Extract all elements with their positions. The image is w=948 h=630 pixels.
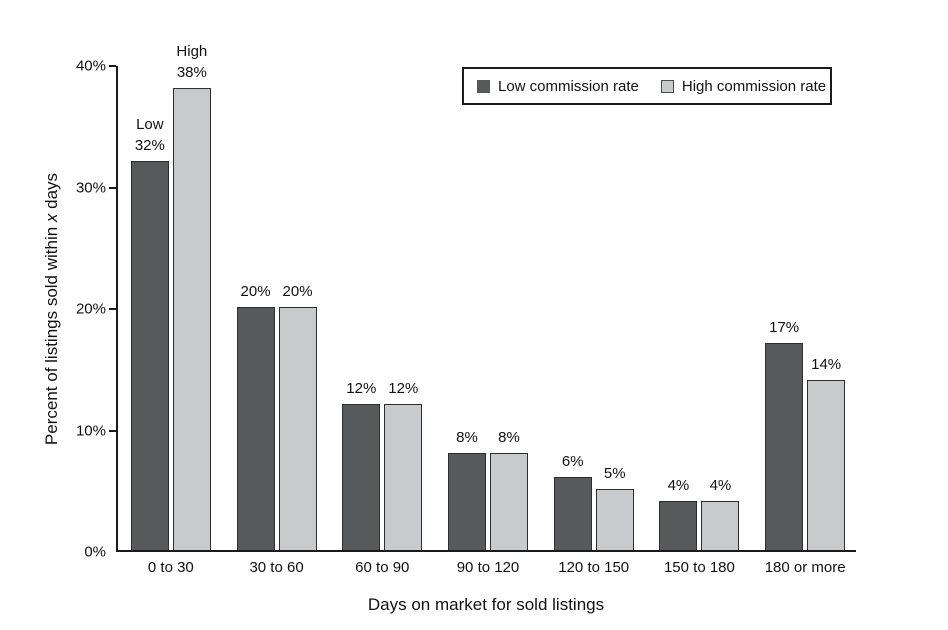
bar-value-line: 38% (176, 64, 207, 81)
legend-item-low: Low commission rate (477, 78, 639, 95)
y-tick-mark-20 (109, 308, 116, 310)
bar-value-label-low-120-to-150: 6% (562, 451, 584, 472)
y-tick-label-20: 20% (75, 300, 106, 318)
plot-area: 0% 10% 20% 30% 40% Low 32% High 38% 0 to 30 20% 20%… (76, 43, 856, 576)
x-axis-title: Days on market for sold listings (367, 595, 605, 614)
bar-value-line: 12% (388, 380, 419, 397)
bar-value-line: 4% (667, 477, 690, 494)
bar-value-line: 20% (240, 283, 271, 300)
y-tick-mark-30 (109, 186, 116, 189)
bar-value-line: 12% (346, 380, 377, 397)
bar-value-line: 8% (456, 429, 478, 446)
legend-label-low: Low commission rate (498, 77, 639, 95)
legend-item-high: High commission rate (660, 77, 827, 95)
bar-high-180-or-more (807, 380, 846, 550)
bar-high-90-to-120 (490, 453, 528, 550)
x-tick-label-150-to-180: 150 to 180 (663, 559, 735, 576)
x-tick-label-30-to-60: 30 to 60 (249, 559, 304, 576)
legend-label-high: High commission rate (681, 77, 827, 95)
bar-value-label-low-60-to-90: 12% (346, 378, 376, 399)
bar-value-line: 20% (282, 283, 313, 300)
bar-value-label-high-90-to-120: 8% (498, 427, 520, 448)
bar-value-label-low-30-to-60: 20% (241, 281, 271, 302)
y-axis-title-italic-x: x (42, 213, 61, 223)
bar-low-150-to-180 (659, 501, 698, 550)
y-tick-mark-10 (109, 429, 116, 432)
bar-high-150-to-180 (701, 501, 740, 550)
bar-low-60-to-90 (342, 404, 381, 550)
bar-value-line: High (176, 43, 208, 60)
bar-high-30-to-60 (278, 307, 317, 550)
bar-value-label-high-120-to-150: 5% (604, 463, 626, 484)
bar-low-120-to-150 (553, 477, 592, 550)
x-tick-label-180-or-more: 180 or more (764, 559, 846, 576)
y-axis-title-prefix: Percent of listings sold within (42, 222, 61, 446)
bar-value-line: 14% (811, 356, 842, 373)
bar-high-0-to-30 (172, 88, 211, 550)
bar-value-label-high-30-to-60: 20% (283, 281, 313, 302)
bar-value-line: Low (136, 116, 164, 133)
bar-value-line: 8% (498, 429, 520, 446)
bar-low-0-to-30 (130, 161, 169, 550)
bar-high-60-to-90 (384, 404, 423, 550)
bar-value-label-high-0-to-30: High 38% (176, 41, 207, 83)
x-tick-label-60-to-90: 60 to 90 (355, 559, 410, 576)
x-tick-label-90-to-120: 90 to 120 (456, 559, 520, 576)
bar-low-90-to-120 (448, 453, 486, 550)
bar-value-label-high-150-to-180: 4% (710, 475, 732, 496)
legend-swatch-high (660, 79, 674, 93)
bar-value-label-high-180-or-more: 14% (811, 354, 841, 375)
bar-value-label-low-150-to-180: 4% (668, 475, 690, 496)
legend: Low commission rate High commission rate (462, 67, 832, 105)
y-tick-mark-40 (109, 65, 116, 67)
bar-value-line: 17% (769, 319, 800, 336)
y-tick-label-40: 40% (75, 57, 106, 75)
bar-value-label-high-60-to-90: 12% (388, 378, 418, 399)
bar-low-30-to-60 (236, 307, 275, 550)
y-tick-label-10: 10% (75, 422, 106, 439)
bar-value-label-low-90-to-120: 8% (456, 427, 478, 448)
bar-value-label-low-180-or-more: 17% (769, 317, 799, 338)
bar-value-line: 6% (561, 453, 584, 470)
bar-value-line: 32% (134, 137, 165, 154)
x-tick-label-0-to-30: 0 to 30 (147, 559, 194, 576)
bar-low-180-or-more (765, 343, 804, 550)
bar-value-line: 4% (709, 477, 732, 494)
bar-value-line: 5% (603, 465, 626, 482)
y-tick-label-0: 0% (84, 543, 106, 561)
y-axis-title: Percent of listings sold within x days (42, 173, 62, 445)
legend-swatch-low (477, 79, 490, 93)
x-tick-label-120-to-150: 120 to 150 (558, 559, 630, 576)
y-tick-label-30: 30% (75, 179, 106, 196)
bar-high-120-to-150 (595, 489, 634, 550)
y-axis-title-suffix: days (42, 172, 61, 214)
bar-value-label-low-0-to-30: Low 32% (135, 114, 165, 156)
